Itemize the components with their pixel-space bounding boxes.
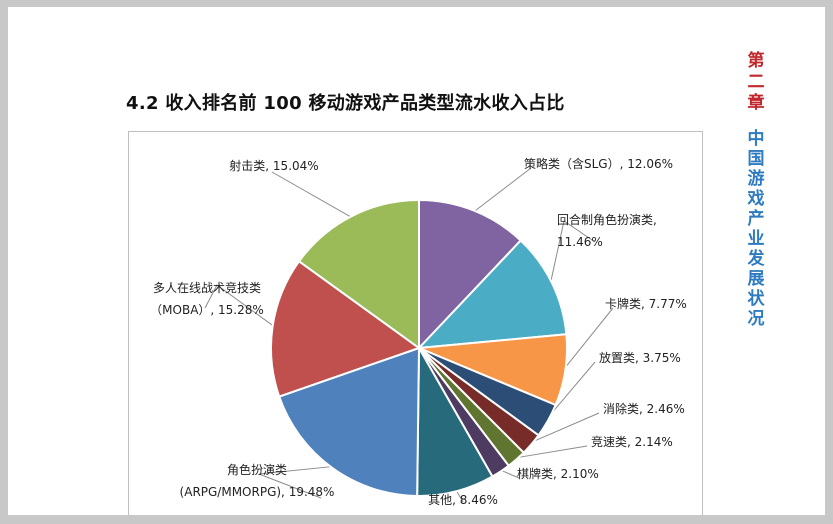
pie-slice (270, 259, 422, 398)
chart-frame: 策略类（含SLG）, 12.06% 回合制角色扮演类, 11.46% 卡牌类, 7.7… (128, 131, 703, 515)
slice-label: 放置类, 3.75% (599, 350, 681, 365)
chapter-label: 第二章 (747, 51, 765, 113)
slide-page: 4.2 收入排名前 100 移动游戏产品类型流水收入占比 策略类（含SLG）, … (8, 7, 825, 515)
pie-slice (416, 239, 568, 350)
leader-line (472, 167, 532, 213)
leader-line (562, 307, 614, 371)
slice-label: 多人在线战术竞技类（MOBA）, 15.28% (150, 281, 264, 317)
leader-line (549, 220, 596, 285)
slice-label: 竞速类, 2.14% (591, 435, 673, 449)
leader-line (258, 465, 334, 499)
slice-label: 射击类, 15.04% (229, 158, 318, 173)
slice-label: 消除类, 2.46% (603, 401, 685, 416)
slice-label: 棋牌类, 2.10% (517, 467, 599, 481)
pie-slice (297, 198, 420, 350)
slice-label: 回合制角色扮演类, 11.46% (557, 212, 657, 249)
slice-label: 其他, 8.46% (428, 493, 498, 507)
pie-slice (418, 198, 523, 351)
leader-line (271, 171, 353, 219)
slice-label: 策略类（含SLG）, 12.06% (524, 156, 673, 171)
leader-line (204, 284, 275, 328)
leader-line (529, 412, 600, 444)
slice-label: 角色扮演类(ARPG/MMORPG), 19.48% (180, 462, 335, 499)
slice-label: 卡牌类, 7.77% (605, 297, 687, 311)
chapter-subtitle: 中国游戏产业发展状况 (747, 129, 765, 329)
pie-chart: 策略类（含SLG）, 12.06% 回合制角色扮演类, 11.46% 卡牌类, 7.7… (150, 156, 687, 507)
leader-line (514, 445, 588, 459)
section-title: 4.2 收入排名前 100 移动游戏产品类型流水收入占比 (126, 93, 565, 114)
